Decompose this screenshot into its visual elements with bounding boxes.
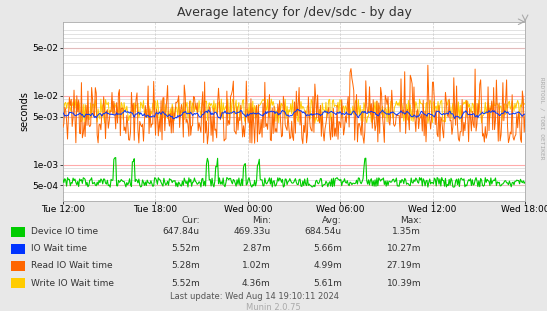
Text: 1.35m: 1.35m — [392, 227, 421, 236]
Text: Device IO time: Device IO time — [31, 227, 98, 236]
Text: 2.87m: 2.87m — [242, 244, 271, 253]
Text: RRDTOOL / TOBI OETIKER: RRDTOOL / TOBI OETIKER — [539, 77, 544, 160]
Text: 4.36m: 4.36m — [242, 279, 271, 287]
Text: 469.33u: 469.33u — [234, 227, 271, 236]
Text: 4.99m: 4.99m — [313, 262, 342, 270]
Text: 5.52m: 5.52m — [171, 244, 200, 253]
Text: 647.84u: 647.84u — [162, 227, 200, 236]
Text: 1.02m: 1.02m — [242, 262, 271, 270]
Y-axis label: seconds: seconds — [20, 91, 30, 131]
Title: Average latency for /dev/sdc - by day: Average latency for /dev/sdc - by day — [177, 6, 411, 19]
Text: Write IO Wait time: Write IO Wait time — [31, 279, 114, 287]
Text: 10.27m: 10.27m — [387, 244, 421, 253]
Text: 684.54u: 684.54u — [305, 227, 342, 236]
Text: 27.19m: 27.19m — [387, 262, 421, 270]
Text: 10.39m: 10.39m — [387, 279, 421, 287]
Text: 5.61m: 5.61m — [313, 279, 342, 287]
Text: Min:: Min: — [252, 216, 271, 225]
Text: 5.52m: 5.52m — [171, 279, 200, 287]
Text: Max:: Max: — [400, 216, 421, 225]
Text: Cur:: Cur: — [181, 216, 200, 225]
Text: Munin 2.0.75: Munin 2.0.75 — [246, 303, 301, 311]
Text: IO Wait time: IO Wait time — [31, 244, 87, 253]
Text: Last update: Wed Aug 14 19:10:11 2024: Last update: Wed Aug 14 19:10:11 2024 — [170, 292, 339, 300]
Text: 5.66m: 5.66m — [313, 244, 342, 253]
Text: 5.28m: 5.28m — [171, 262, 200, 270]
Text: Read IO Wait time: Read IO Wait time — [31, 262, 113, 270]
Text: Avg:: Avg: — [322, 216, 342, 225]
